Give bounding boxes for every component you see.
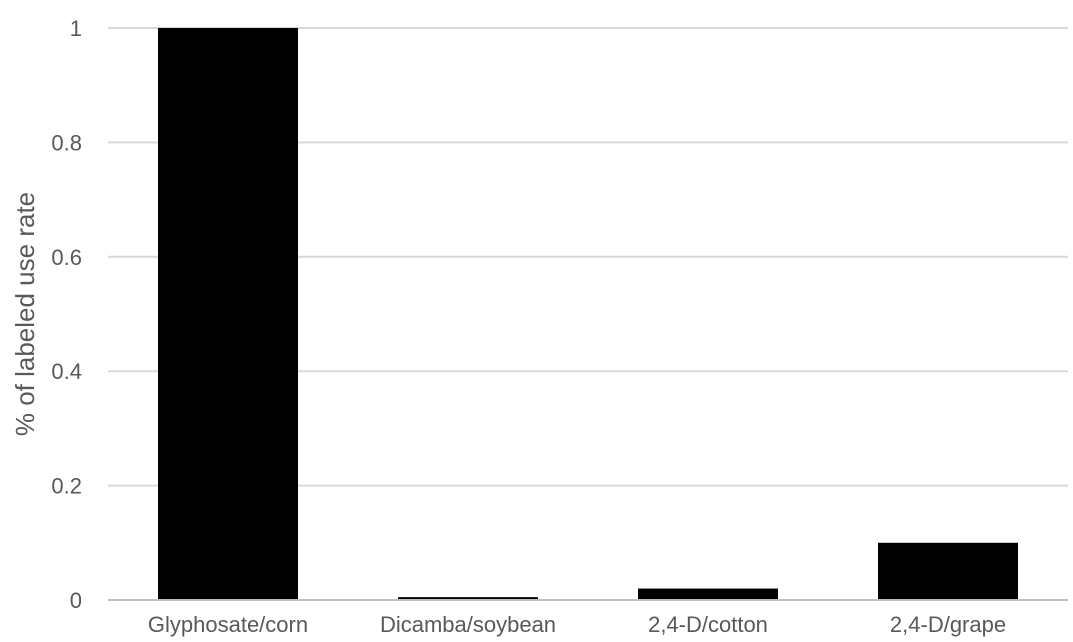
y-tick-label: 1 — [70, 16, 82, 41]
x-category-label: Dicamba/soybean — [380, 612, 556, 637]
y-tick-label: 0.6 — [51, 245, 82, 270]
y-tick-label: 0 — [70, 588, 82, 613]
x-category-label: 2,4-D/cotton — [648, 612, 768, 637]
bar-glyphosate-corn — [158, 28, 298, 600]
x-category-label: Glyphosate/corn — [148, 612, 308, 637]
bars — [158, 28, 1018, 600]
bar-2-4-d-grape — [878, 542, 1018, 600]
y-tick-label: 0.4 — [51, 359, 82, 384]
bar-2-4-d-cotton — [638, 588, 778, 600]
y-axis-tick-labels: 0 0.2 0.4 0.6 0.8 1 — [51, 16, 82, 613]
y-axis-title: % of labeled use rate — [10, 192, 40, 436]
x-category-label: 2,4-D/grape — [890, 612, 1006, 637]
y-tick-label: 0.2 — [51, 474, 82, 499]
y-tick-label: 0.8 — [51, 130, 82, 155]
bar-dicamba-soybean — [398, 597, 538, 600]
x-axis-category-labels: Glyphosate/corn Dicamba/soybean 2,4-D/cott… — [148, 612, 1006, 637]
